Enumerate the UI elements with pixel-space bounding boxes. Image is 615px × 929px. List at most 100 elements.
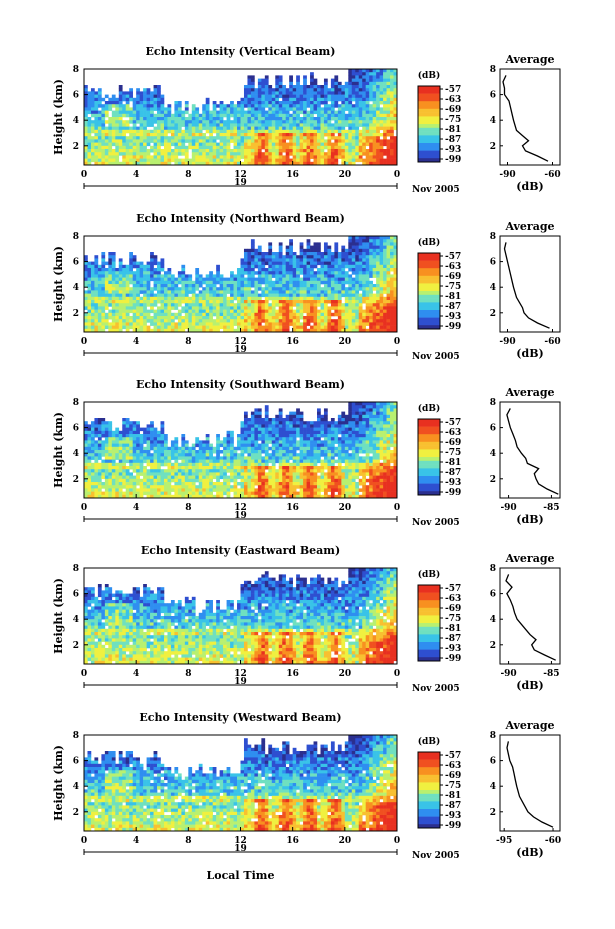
heatmap-cell — [143, 123, 147, 127]
heatmap-cell — [372, 258, 377, 262]
heatmap-cell — [243, 97, 248, 102]
heatmap-cell — [344, 280, 349, 285]
heatmap-cell — [125, 161, 130, 166]
heatmap-cell — [216, 158, 220, 163]
heatmap-cell — [205, 287, 210, 291]
heatmap-cell — [84, 322, 88, 326]
heatmap-cell — [104, 139, 109, 143]
heatmap-cell — [108, 149, 113, 153]
heatmap-cell — [191, 300, 196, 304]
heatmap-cell — [97, 274, 102, 278]
heatmap-cell — [94, 149, 99, 153]
heatmap-cell — [104, 113, 109, 118]
heatmap-cell — [111, 161, 116, 166]
heatmap-cell — [226, 316, 231, 320]
heatmap-cell — [376, 319, 380, 323]
heatmap-cell — [118, 456, 123, 460]
heatmap-cell — [254, 136, 259, 140]
heatmap-cell — [362, 145, 366, 150]
heatmap-cell — [150, 443, 154, 448]
heatmap-cell — [181, 450, 186, 454]
heatmap-cell — [393, 113, 398, 118]
heatmap-cell — [195, 322, 200, 326]
heatmap-cell — [271, 261, 276, 266]
heatmap-cell — [115, 136, 120, 140]
heatmap-cell — [278, 306, 283, 310]
heatmap-cell — [257, 287, 262, 291]
heatmap-cell — [188, 312, 193, 317]
heatmap-cell — [104, 277, 109, 282]
heatmap-cell — [313, 117, 318, 121]
heatmap-cell — [181, 136, 186, 140]
heatmap-cell — [132, 424, 137, 428]
heatmap-cell — [348, 255, 353, 259]
heatmap-cell — [247, 328, 252, 333]
heatmap-cell — [376, 255, 380, 259]
heatmap-cell — [327, 113, 332, 118]
heatmap-cell — [344, 316, 349, 320]
heatmap-cell — [247, 117, 252, 121]
heatmap-cell — [351, 155, 356, 159]
heatmap-cell — [181, 129, 186, 134]
heatmap-cell — [125, 268, 130, 272]
heatmap-cell — [383, 101, 387, 105]
heatmap-cell — [365, 94, 370, 99]
heatmap-cell — [362, 75, 366, 79]
heatmap-cell — [282, 258, 287, 262]
heatmap-cell — [271, 149, 276, 153]
heatmap-cell — [358, 107, 363, 111]
heatmap-cell — [181, 440, 186, 444]
heatmap-cell — [303, 113, 307, 118]
colorbar-band — [418, 108, 440, 113]
heatmap-cell — [240, 290, 245, 294]
heatmap-cell — [320, 155, 325, 159]
heatmap-cell — [289, 248, 293, 253]
heatmap-cell — [264, 97, 269, 102]
heatmap-cell — [344, 152, 349, 156]
heatmap-cell — [101, 287, 106, 291]
heatmap-cell — [348, 319, 353, 323]
heatmap-cell — [181, 475, 186, 480]
heatmap-cell — [153, 309, 158, 314]
heatmap-cell — [216, 155, 220, 159]
heatmap-cell — [362, 91, 366, 95]
heatmap-cell — [261, 252, 266, 256]
heatmap-cell — [327, 161, 332, 166]
heatmap-cell — [323, 158, 328, 163]
heatmap-cell — [243, 142, 248, 147]
heatmap-cell — [219, 117, 224, 121]
heatmap-cell — [334, 287, 339, 291]
heatmap-cell — [157, 446, 161, 451]
heatmap-cell — [195, 126, 200, 131]
heatmap-cell — [247, 104, 252, 108]
heatmap-cell — [337, 88, 342, 92]
heatmap-cell — [139, 472, 144, 476]
heatmap-cell — [111, 271, 116, 275]
heatmap-cell — [226, 161, 231, 166]
heatmap-cell — [393, 136, 398, 140]
heatmap-cell — [230, 110, 234, 115]
heatmap-cell — [174, 145, 179, 150]
heatmap-cell — [122, 277, 127, 282]
heatmap-cell — [268, 303, 273, 307]
heatmap-cell — [160, 450, 165, 454]
heatmap-cell — [247, 120, 252, 124]
heatmap-cell — [344, 248, 349, 253]
heatmap-cell — [237, 290, 241, 294]
heatmap-cell — [122, 287, 127, 291]
heatmap-cell — [216, 104, 220, 108]
heatmap-cell — [355, 133, 360, 137]
heatmap-cell — [386, 319, 391, 323]
heatmap-cell — [94, 155, 99, 159]
heatmap-cell — [205, 280, 210, 285]
heatmap-cell — [390, 120, 394, 124]
heatmap-cell — [90, 139, 95, 143]
heatmap-cell — [177, 312, 182, 317]
heatmap-cell — [317, 126, 321, 131]
heatmap-cell — [303, 152, 307, 156]
heatmap-cell — [362, 97, 366, 102]
heatmap-cell — [212, 296, 217, 301]
heatmap-cell — [337, 120, 342, 124]
heatmap-cell — [355, 126, 360, 131]
heatmap-cell — [323, 155, 328, 159]
